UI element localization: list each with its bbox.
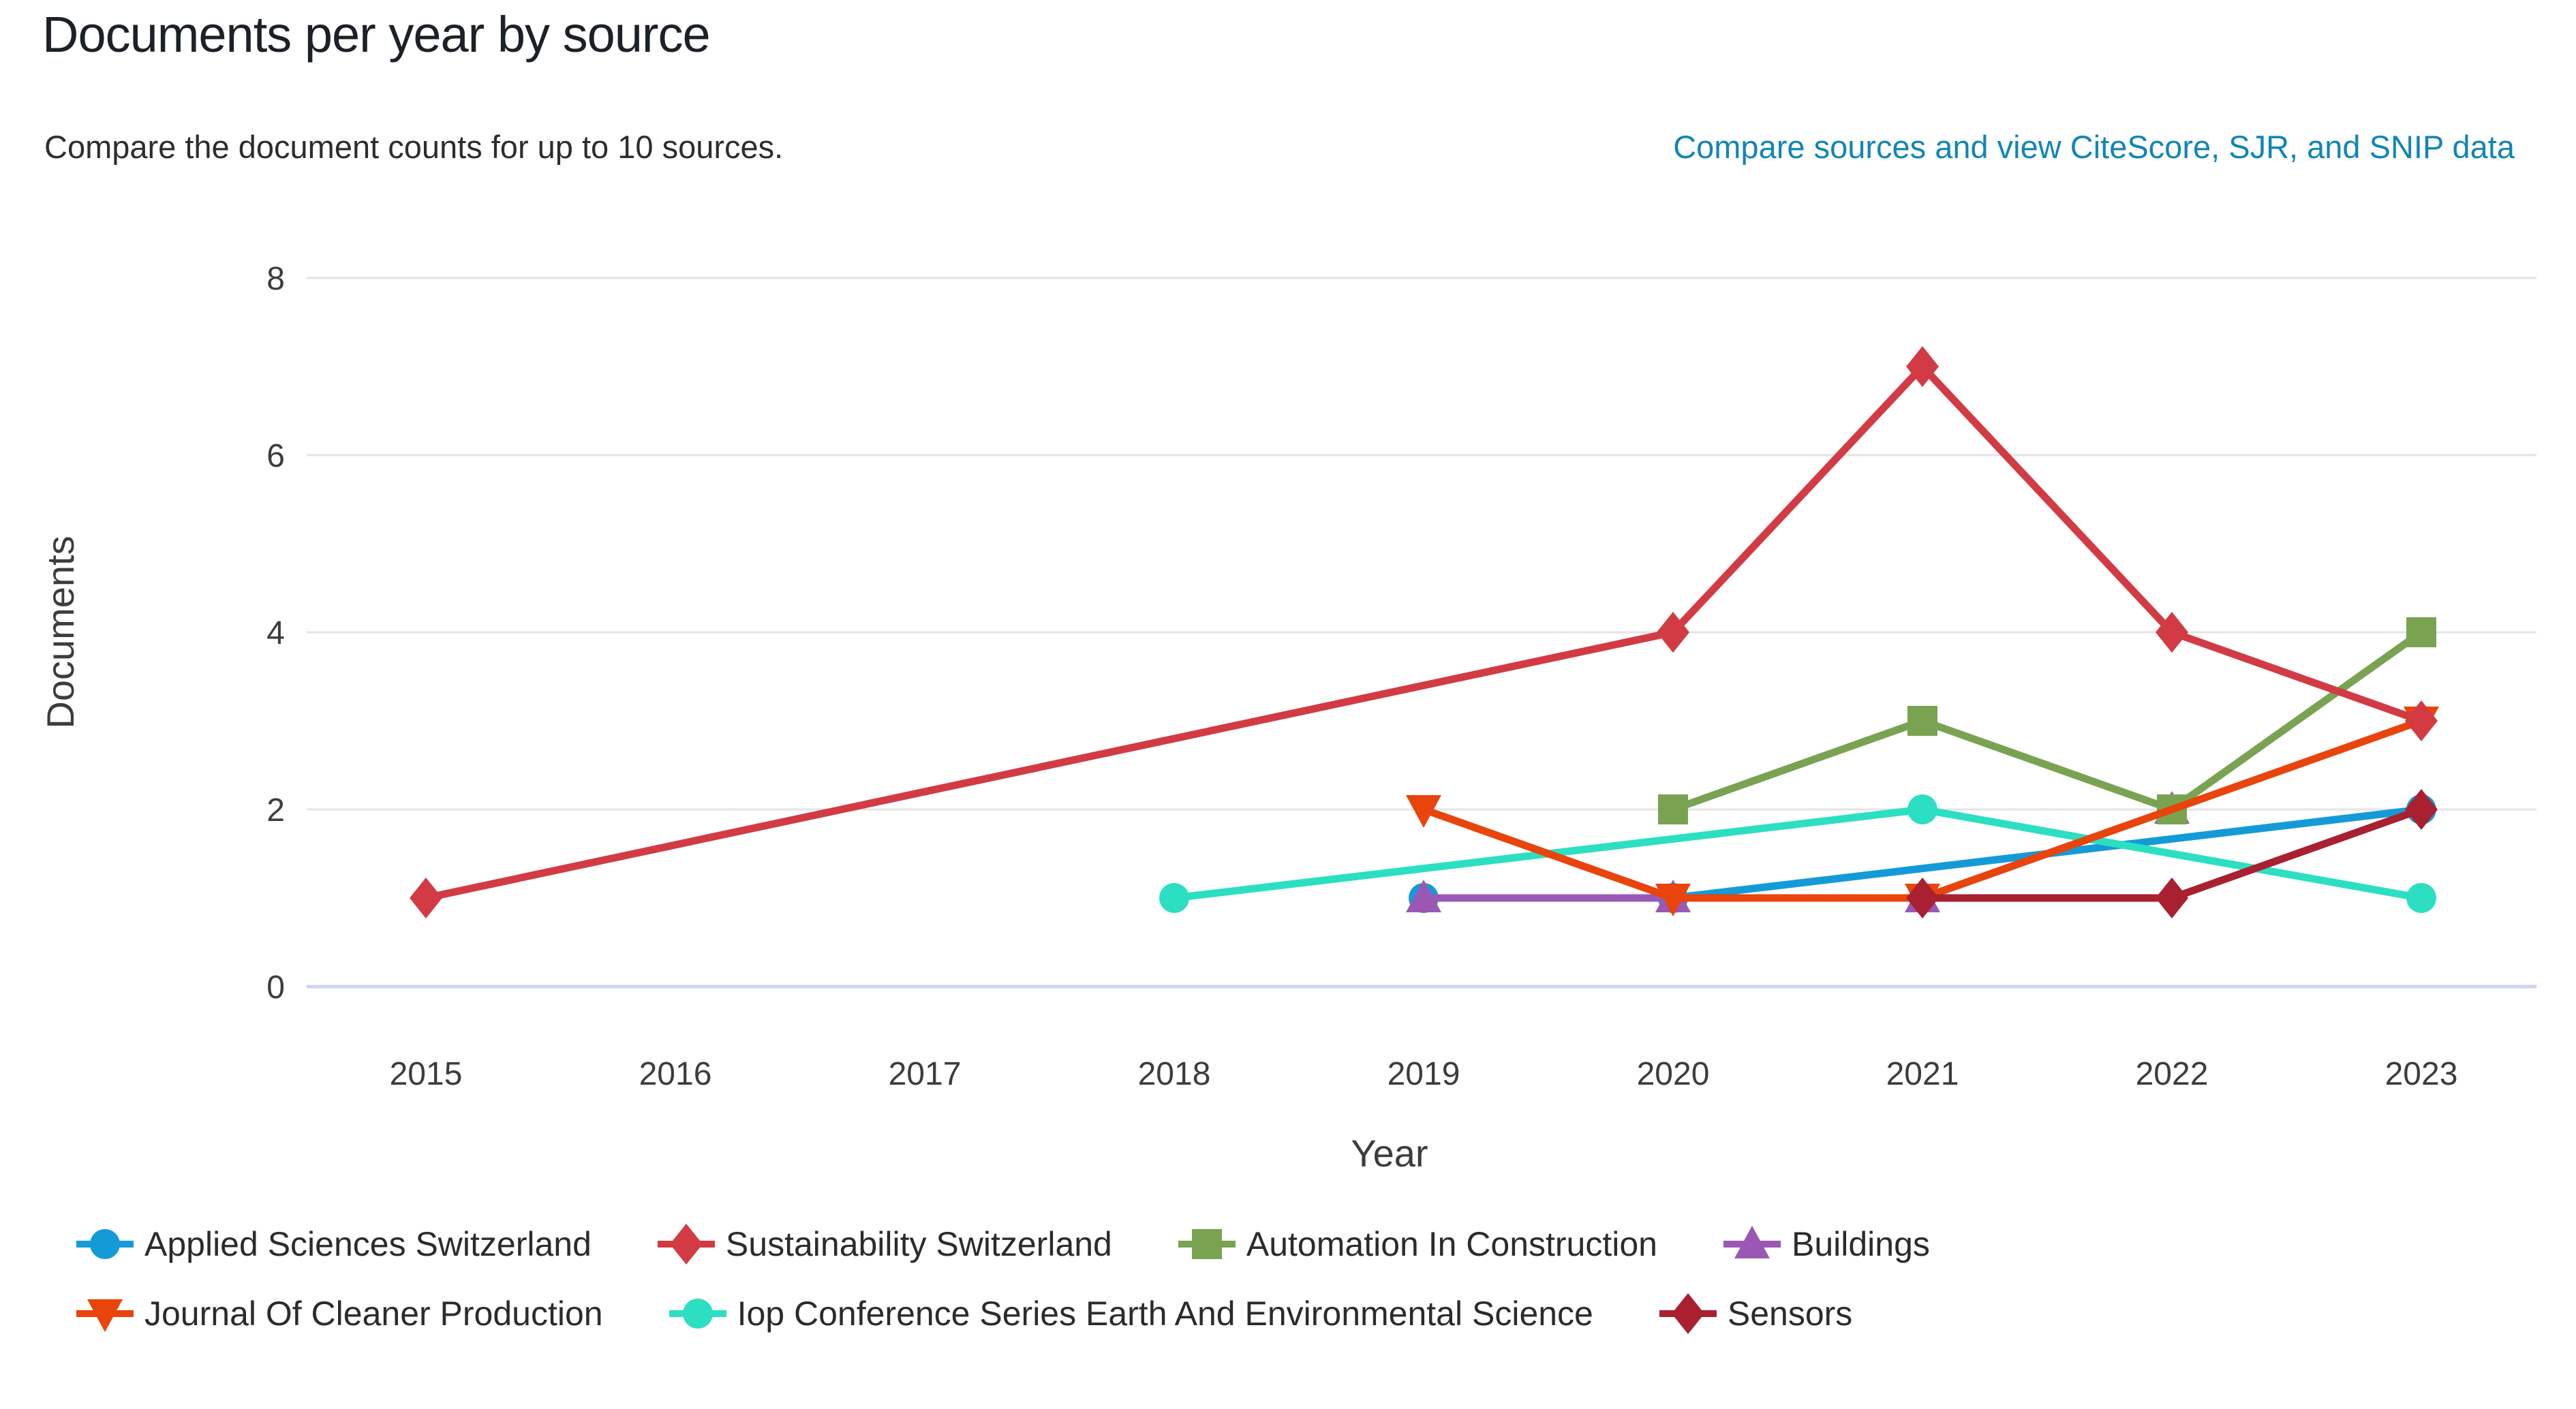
chart-subtitle: Compare the document counts for up to 10… [44, 129, 784, 165]
square-legend-marker-icon [1178, 1229, 1236, 1259]
y-tick-label: 8 [266, 261, 285, 297]
legend-label: Sensors [1727, 1295, 1853, 1333]
series-sustainability-switzerland [410, 346, 2438, 918]
data-point-marker[interactable] [1658, 794, 1688, 824]
y-axis-title: Documents [39, 536, 82, 728]
x-tick-label: 2017 [889, 1056, 962, 1092]
series-line [1420, 717, 2425, 902]
diamond-legend-marker-icon [1659, 1293, 1717, 1334]
legend-label: Buildings [1791, 1225, 1930, 1263]
data-point-marker[interactable] [1907, 794, 1937, 824]
documents-per-year-chart: 0 2 4 6 8 2015 2016 2017 2018 2019 2020 2021 2022 202… [39, 261, 2536, 1175]
circle-legend-marker-icon [669, 1299, 726, 1329]
legend-marker-shape [1734, 1226, 1770, 1258]
triangle-up-legend-marker-icon [1723, 1226, 1781, 1258]
data-point-marker[interactable] [1906, 878, 1939, 918]
legend-row: Journal Of Cleaner Production Iop Confere… [75, 1293, 2528, 1334]
x-tick-label: 2019 [1387, 1056, 1460, 1092]
legend-item-automation-in-construction[interactable]: Automation In Construction [1177, 1224, 1657, 1265]
chart-legend: Applied Sciences Switzerland Sustainabili… [75, 1224, 2528, 1334]
y-tick-label: 6 [266, 438, 285, 474]
legend-label: Iop Conference Series Earth And Environm… [737, 1295, 1593, 1333]
data-point-marker[interactable] [2406, 617, 2436, 647]
data-point-marker[interactable] [410, 878, 442, 918]
x-tick-label: 2020 [1637, 1056, 1710, 1092]
data-point-marker[interactable] [2405, 789, 2438, 830]
legend-marker-shape [1191, 1229, 1222, 1259]
page-title: Documents per year by source [42, 6, 711, 63]
compare-sources-link[interactable]: Compare sources and view CiteScore, SJR,… [1673, 129, 2515, 165]
legend-item-journal-of-cleaner-production[interactable]: Journal Of Cleaner Production [75, 1293, 603, 1334]
circle-legend-marker-icon [76, 1229, 134, 1259]
legend-item-sensors[interactable]: Sensors [1658, 1293, 1852, 1334]
series-line [1669, 628, 2425, 814]
legend-item-applied-sciences-switzerland[interactable]: Applied Sciences Switzerland [75, 1224, 592, 1265]
legend-marker-shape [87, 1299, 123, 1332]
legend-marker-shape [682, 1299, 713, 1329]
data-point-marker[interactable] [2405, 700, 2438, 741]
y-tick-label: 4 [266, 615, 285, 651]
x-tick-label: 2023 [2385, 1056, 2458, 1092]
legend-label: Sustainability Switzerland [725, 1225, 1112, 1263]
diamond-legend-marker-icon [657, 1224, 715, 1265]
data-point-marker[interactable] [1406, 795, 1441, 828]
legend-label: Automation In Construction [1246, 1225, 1657, 1263]
legend-row: Applied Sciences Switzerland Sustainabili… [75, 1224, 2528, 1265]
legend-label: Applied Sciences Switzerland [144, 1225, 592, 1263]
legend-item-iop-conference-series-earth-and-environmental-science[interactable]: Iop Conference Series Earth And Environm… [668, 1293, 1593, 1334]
data-point-marker[interactable] [1655, 884, 1691, 916]
x-tick-label: 2016 [639, 1056, 712, 1092]
y-tick-label: 2 [266, 792, 285, 829]
data-point-marker[interactable] [1906, 346, 1939, 387]
x-tick-label: 2018 [1138, 1056, 1211, 1092]
triangle-down-legend-marker-icon [76, 1299, 134, 1332]
data-point-marker[interactable] [1159, 883, 1189, 913]
series-automation-in-construction [1658, 617, 2436, 824]
legend-marker-shape [669, 1224, 703, 1265]
data-point-marker[interactable] [1657, 612, 1689, 653]
series-sensors [1906, 789, 2438, 918]
x-tick-label: 2021 [1886, 1056, 1959, 1092]
y-tick-label: 0 [266, 970, 285, 1006]
data-point-marker[interactable] [2156, 878, 2188, 918]
x-tick-label: 2022 [2136, 1056, 2209, 1092]
legend-marker-shape [1671, 1293, 1704, 1334]
legend-label: Journal Of Cleaner Production [144, 1295, 603, 1333]
data-point-marker[interactable] [2406, 883, 2436, 913]
data-point-marker[interactable] [1406, 880, 1441, 912]
data-point-marker[interactable] [2156, 612, 2188, 653]
legend-marker-shape [90, 1229, 120, 1259]
legend-item-buildings[interactable]: Buildings [1722, 1224, 1930, 1265]
x-tick-label: 2015 [390, 1056, 463, 1092]
legend-item-sustainability-switzerland[interactable]: Sustainability Switzerland [656, 1224, 1112, 1265]
x-axis-title: Year [1351, 1132, 1428, 1175]
data-point-marker[interactable] [1907, 706, 1937, 736]
